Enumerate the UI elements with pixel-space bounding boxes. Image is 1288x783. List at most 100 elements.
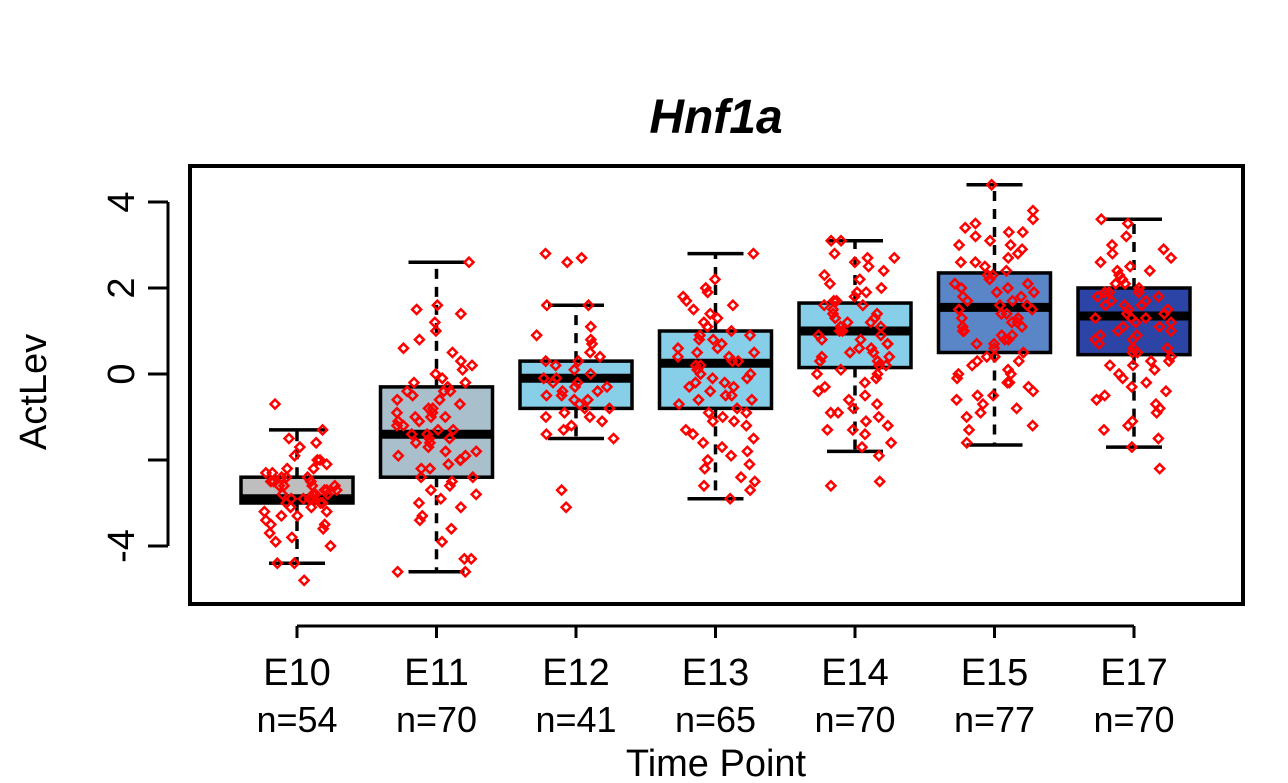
data-point xyxy=(748,475,762,488)
data-point xyxy=(823,277,837,290)
data-point xyxy=(873,475,887,488)
data-point xyxy=(406,389,419,402)
data-point xyxy=(268,397,282,411)
data-point xyxy=(1164,324,1178,338)
data-point xyxy=(858,427,872,441)
data-point xyxy=(846,423,860,437)
data-point xyxy=(741,445,754,458)
data-point xyxy=(962,423,976,437)
data-point xyxy=(995,329,1009,342)
data-point xyxy=(1017,346,1030,359)
data-point xyxy=(740,419,753,432)
data-point xyxy=(540,389,553,402)
data-point xyxy=(701,320,714,333)
data-point xyxy=(699,281,713,295)
x-tick-label: E10 xyxy=(263,652,331,694)
data-point xyxy=(559,501,573,514)
data-point xyxy=(853,273,867,286)
data-point xyxy=(834,363,848,376)
y-tick-label: 2 xyxy=(101,277,143,298)
data-point xyxy=(1015,243,1029,256)
data-point xyxy=(1099,298,1112,312)
data-point xyxy=(578,402,591,415)
data-point xyxy=(320,483,334,497)
data-point xyxy=(453,397,467,411)
data-point xyxy=(719,389,732,402)
data-point xyxy=(1123,260,1137,273)
data-point xyxy=(456,363,469,376)
data-point xyxy=(706,372,719,385)
data-point xyxy=(464,552,478,566)
data-point xyxy=(843,346,857,359)
data-point xyxy=(446,346,459,359)
data-point xyxy=(696,436,710,450)
data-point xyxy=(711,311,724,325)
data-point xyxy=(1091,290,1104,303)
data-point xyxy=(1097,423,1111,437)
data-point xyxy=(881,337,894,351)
data-point xyxy=(297,574,311,587)
data-point xyxy=(697,479,711,493)
data-point xyxy=(747,247,760,260)
data-point xyxy=(1105,238,1119,252)
data-point xyxy=(954,255,968,269)
data-point xyxy=(827,294,841,308)
data-point xyxy=(978,260,992,273)
data-point xyxy=(841,316,854,329)
data-point xyxy=(439,445,452,458)
points-layer xyxy=(258,178,1178,587)
data-point xyxy=(1089,311,1102,325)
data-point xyxy=(1159,384,1173,398)
data-point xyxy=(824,234,838,247)
data-point xyxy=(872,410,885,424)
data-point xyxy=(986,389,1000,402)
data-point xyxy=(539,410,553,424)
data-point xyxy=(1139,311,1153,325)
data-point xyxy=(275,470,288,484)
data-point xyxy=(423,462,437,475)
data-point xyxy=(960,436,974,450)
data-point xyxy=(459,376,472,389)
data-point xyxy=(546,376,560,389)
data-point xyxy=(1157,243,1170,256)
x-count-label: n=70 xyxy=(396,699,477,740)
data-point xyxy=(828,247,841,260)
data-point xyxy=(690,346,704,359)
data-point xyxy=(1164,251,1178,265)
x-count-label: n=54 xyxy=(256,699,337,740)
plot-frame xyxy=(188,164,1245,606)
data-point xyxy=(1001,251,1015,265)
data-point xyxy=(555,483,568,497)
data-point xyxy=(540,298,554,312)
data-point xyxy=(884,436,898,450)
data-point xyxy=(706,333,720,346)
data-point xyxy=(1116,372,1129,385)
data-point xyxy=(952,303,966,316)
data-point xyxy=(293,440,307,454)
data-point xyxy=(583,346,597,359)
data-point xyxy=(1095,212,1108,226)
data-point xyxy=(1121,217,1135,230)
data-point xyxy=(422,432,436,445)
data-point xyxy=(716,410,730,424)
data-point xyxy=(433,393,446,407)
data-point xyxy=(852,341,866,355)
data-point xyxy=(745,393,759,407)
data-point xyxy=(291,509,304,523)
data-point xyxy=(813,354,827,368)
x-tick-label: E14 xyxy=(821,652,889,694)
data-point xyxy=(1132,286,1145,299)
data-point xyxy=(584,333,598,346)
data-point xyxy=(1143,264,1157,278)
data-point xyxy=(824,406,838,419)
data-point xyxy=(725,324,738,338)
data-point xyxy=(987,341,1001,355)
data-point xyxy=(987,337,1001,351)
points-E13 xyxy=(671,247,762,505)
data-point xyxy=(271,556,284,570)
data-point xyxy=(864,316,878,329)
data-point xyxy=(812,329,825,342)
data-point xyxy=(273,479,286,493)
data-point xyxy=(740,406,753,419)
